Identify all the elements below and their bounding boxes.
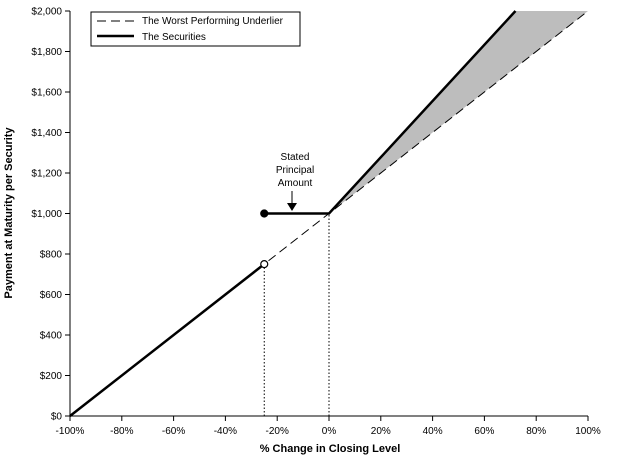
y-tick-label: $1,600 bbox=[31, 88, 62, 99]
markers-layer bbox=[260, 209, 269, 269]
y-tick-label: $200 bbox=[40, 371, 63, 382]
x-tick-label: -100% bbox=[56, 426, 85, 437]
y-tick-label: $0 bbox=[51, 412, 63, 423]
reference-lines-layer bbox=[263, 213, 330, 416]
y-tick-label: $1,800 bbox=[31, 47, 62, 58]
y-tick-label: $600 bbox=[40, 290, 63, 301]
y-tick-label: $1,400 bbox=[31, 128, 62, 139]
annotation-line-3: Amount bbox=[278, 178, 313, 189]
y-axis-title: Payment at Maturity per Security bbox=[3, 127, 15, 299]
annotation-arrow-head bbox=[287, 203, 297, 211]
open-marker bbox=[260, 260, 269, 269]
x-tick-label: 60% bbox=[474, 426, 494, 437]
y-tick-label: $800 bbox=[40, 250, 63, 261]
y-tick-label: $400 bbox=[40, 331, 63, 342]
legend-label-securities: The Securities bbox=[142, 32, 206, 43]
y-tick-label: $2,000 bbox=[31, 7, 62, 18]
filled-marker bbox=[260, 209, 269, 218]
axes-layer: $0 $200 $400 $600 $800 $1,000 $1,200 $1,400 $1,6… bbox=[31, 7, 600, 438]
legend-label-underlier: The Worst Performing Underlier bbox=[142, 16, 284, 27]
x-tick-label: -40% bbox=[214, 426, 237, 437]
x-tick-label: 80% bbox=[526, 426, 546, 437]
securities-line bbox=[69, 263, 266, 417]
stated-principal-annotation: Stated Principal Amount bbox=[276, 152, 314, 211]
x-tick-label: -60% bbox=[162, 426, 185, 437]
annotation-line-1: Stated bbox=[281, 152, 310, 163]
x-tick-label: 20% bbox=[371, 426, 391, 437]
annotation-line-2: Principal bbox=[276, 165, 314, 176]
securities-line bbox=[264, 10, 517, 215]
x-tick-label: -20% bbox=[266, 426, 289, 437]
series-layer bbox=[69, 10, 589, 417]
x-tick-label: 100% bbox=[575, 426, 601, 437]
y-tick-label: $1,000 bbox=[31, 209, 62, 220]
legend-box bbox=[90, 11, 301, 47]
x-tick-label: -80% bbox=[110, 426, 133, 437]
x-tick-label: 40% bbox=[423, 426, 443, 437]
legend: The Worst Performing Underlier The Secur… bbox=[90, 11, 301, 47]
x-tick-label: 0% bbox=[322, 426, 337, 437]
x-axis-title: % Change in Closing Level bbox=[260, 443, 401, 455]
y-tick-label: $1,200 bbox=[31, 169, 62, 180]
